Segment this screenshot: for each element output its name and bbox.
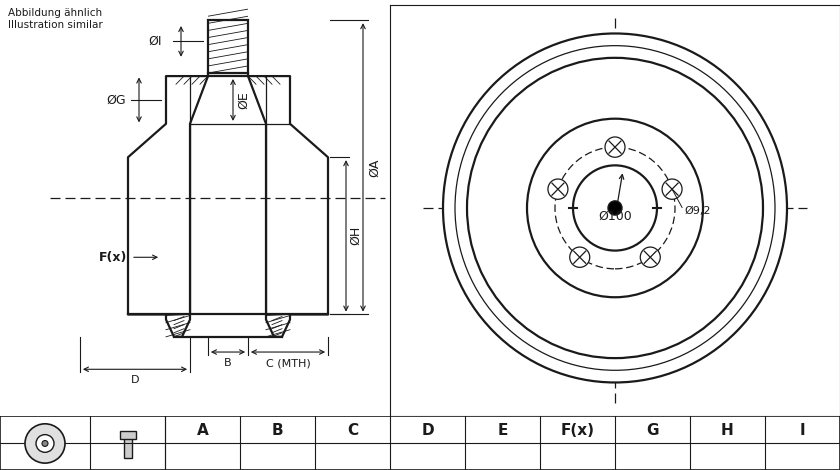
Text: D: D xyxy=(131,376,139,385)
Text: ØH: ØH xyxy=(349,226,362,245)
Text: Ate: Ate xyxy=(578,118,692,177)
Text: ØI: ØI xyxy=(148,35,161,48)
Text: ØG: ØG xyxy=(106,94,126,106)
Text: C: C xyxy=(347,423,358,438)
Circle shape xyxy=(42,440,48,446)
Text: Illustration similar: Illustration similar xyxy=(8,20,102,30)
Circle shape xyxy=(662,179,682,199)
Text: Ø100: Ø100 xyxy=(598,210,632,223)
Text: B: B xyxy=(224,358,232,368)
Text: E: E xyxy=(497,423,507,438)
Circle shape xyxy=(443,33,787,383)
Text: A: A xyxy=(197,423,208,438)
Text: Abbildung ähnlich: Abbildung ähnlich xyxy=(8,8,102,18)
Text: B: B xyxy=(271,423,283,438)
Text: Ø9,2: Ø9,2 xyxy=(684,206,711,217)
Bar xyxy=(123,437,132,458)
Text: F(x): F(x) xyxy=(560,423,595,438)
Bar xyxy=(119,431,135,439)
Text: ØA: ØA xyxy=(368,158,381,177)
Bar xyxy=(208,20,248,73)
Circle shape xyxy=(527,119,703,297)
Text: ØE: ØE xyxy=(237,91,250,109)
Text: G: G xyxy=(646,423,659,438)
Circle shape xyxy=(25,424,65,463)
Text: D: D xyxy=(421,423,433,438)
Circle shape xyxy=(570,247,590,267)
Circle shape xyxy=(573,165,657,251)
Text: F(x): F(x) xyxy=(99,251,128,264)
Circle shape xyxy=(640,247,660,267)
Circle shape xyxy=(605,137,625,157)
Circle shape xyxy=(608,201,622,215)
Circle shape xyxy=(548,179,568,199)
Text: I: I xyxy=(800,423,806,438)
Text: H: H xyxy=(721,423,734,438)
Circle shape xyxy=(36,435,54,452)
Text: C (MTH): C (MTH) xyxy=(265,358,310,368)
